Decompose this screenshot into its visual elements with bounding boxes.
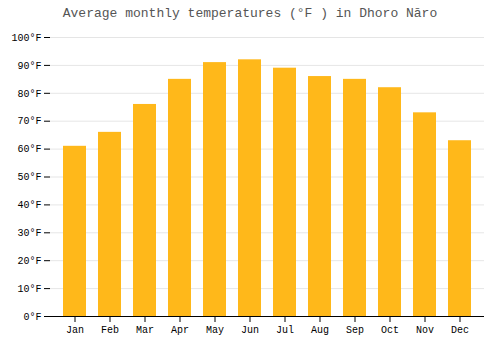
svg-text:May: May [206, 325, 224, 336]
svg-text:Oct: Oct [381, 325, 399, 336]
svg-text:Feb: Feb [101, 325, 119, 336]
svg-text:Mar: Mar [136, 325, 154, 336]
svg-text:Jan: Jan [66, 325, 84, 336]
html-text:Average monthly temperatures (: Average monthly temperatures (°F ) in Dh… [62, 6, 438, 21]
svg-text:Jul: Jul [276, 325, 294, 336]
svg-text:70°F: 70°F [17, 116, 41, 127]
svg-text:Sep: Sep [346, 325, 364, 336]
svg-text:20°F: 20°F [17, 256, 41, 267]
svg-text:90°F: 90°F [17, 61, 41, 72]
svg-text:10°F: 10°F [17, 284, 41, 295]
svg-text:50°F: 50°F [17, 172, 41, 183]
svg-text:Dec: Dec [451, 325, 469, 336]
svg-text:Aug: Aug [311, 325, 329, 336]
svg-text:Apr: Apr [171, 325, 189, 336]
svg-text:40°F: 40°F [17, 200, 41, 211]
svg-text:0°F: 0°F [23, 312, 41, 323]
svg-text:Nov: Nov [416, 325, 434, 336]
svg-text:60°F: 60°F [17, 144, 41, 155]
svg-text:Jun: Jun [241, 325, 259, 336]
svg-text:30°F: 30°F [17, 228, 41, 239]
svg-text:80°F: 80°F [17, 89, 41, 100]
svg-text:100°F: 100°F [11, 33, 41, 44]
